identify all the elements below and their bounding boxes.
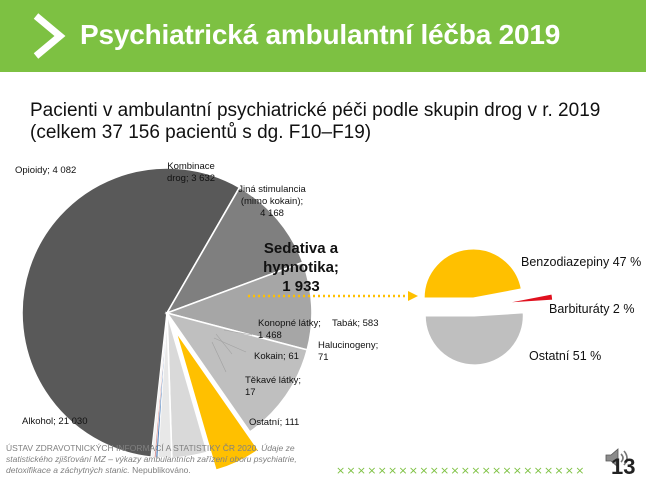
separator-mark: × — [346, 464, 355, 477]
label-halucinogeny: Halucinogeny; 71 — [318, 340, 378, 363]
chevron-right-icon — [33, 13, 66, 59]
separator-mark: × — [440, 464, 449, 477]
separator-mark: × — [554, 464, 563, 477]
label-ostatni: Ostatní; 111 — [249, 417, 299, 428]
breakdown-label-benzodiazepiny: Benzodiazepiny 47 % — [521, 255, 641, 269]
breakdown-slice-ostatni — [424, 312, 524, 366]
breakdown-label-barbituraty: Barbituráty 2 % — [549, 302, 634, 316]
slice-kombinace-drog — [164, 261, 313, 351]
label-tekave-latky: Těkavé látky; 17 — [245, 375, 301, 398]
separator-mark: × — [461, 464, 470, 477]
main-pie — [21, 167, 313, 472]
footnote-institution: ÚSTAV ZDRAVOTNICKÝCH INFORMACÍ A STATIST… — [6, 443, 259, 453]
separator-mark: × — [575, 464, 584, 477]
slice-sedativa-a-hypnotika — [174, 330, 260, 472]
leader-kokain — [213, 337, 247, 353]
cross-separator: × × × × × × × × × × × × × × × × × × × × × × × × — [336, 464, 584, 477]
label-sedativa-a-hypnotika: Sedativa a hypnotika; 1 933 — [263, 240, 339, 295]
footnote-unpublished: Nepublikováno. — [132, 465, 191, 475]
label-opioidy: Opioidy; 4 082 — [15, 165, 76, 176]
leader-halucinogeny — [215, 333, 233, 355]
sedatives-breakdown-pie — [423, 248, 554, 366]
separator-mark: × — [534, 464, 543, 477]
leader-lines — [211, 329, 253, 373]
connector-arrowhead — [408, 291, 418, 301]
slice-alkohol — [21, 167, 241, 459]
chart-subtitle: Pacienti v ambulantní psychiatrické péči… — [30, 100, 600, 144]
separator-mark: × — [388, 464, 397, 477]
breakdown-label-ostatni: Ostatní 51 % — [529, 349, 601, 363]
page-title: Psychiatrická ambulantní léčba 2019 — [80, 19, 561, 50]
subtitle-line-1: Pacienti v ambulantní psychiatrické péči… — [30, 100, 601, 121]
separator-mark: × — [367, 464, 376, 477]
separator-mark: × — [565, 464, 574, 477]
separator-mark: × — [450, 464, 459, 477]
separator-mark: × — [471, 464, 480, 477]
leader-ostatni — [223, 329, 253, 336]
separator-mark: × — [409, 464, 418, 477]
label-jina-stimulancia-mimo-kokain: Jiná stimulancia (mimo kokain); 4 168 — [238, 184, 306, 219]
separator-mark: × — [482, 464, 491, 477]
label-konopne-latky: Konopné látky; 1 468 — [258, 318, 321, 341]
separator-mark: × — [430, 464, 439, 477]
slice-opioidy — [165, 186, 304, 315]
label-tabak: Tabák; 583 — [332, 318, 378, 329]
slice-ostatni — [151, 312, 168, 458]
label-alkohol: Alkohol; 21 030 — [22, 416, 88, 427]
footnote-data-note: Údaje — [261, 443, 284, 453]
label-kombinace-drog: Kombinace drog; 3 632 — [167, 161, 215, 184]
subtitle-line-2: (celkem 37 156 pacientů s dg. F10–F19) — [30, 122, 372, 143]
leader-tekave-latky — [211, 341, 227, 373]
slice-jina-stimulancia-mimo-kokain — [165, 311, 309, 434]
separator-mark: × — [502, 464, 511, 477]
separator-mark: × — [336, 464, 345, 477]
separator-mark: × — [492, 464, 501, 477]
separator-mark: × — [523, 464, 532, 477]
header-banner: Psychiatrická ambulantní léčba 2019 — [0, 0, 646, 72]
speaker-icon[interactable] — [604, 446, 630, 470]
label-kokain: Kokain; 61 — [254, 351, 299, 362]
separator-mark: × — [419, 464, 428, 477]
page-number: 13 — [611, 454, 636, 479]
breakdown-slice-barbituraty — [503, 293, 554, 304]
main-pie-labels: Alkohol; 21 030 Opioidy; 4 082 Kombinace dr… — [15, 161, 378, 428]
separator-mark: × — [544, 464, 553, 477]
source-footnote: ÚSTAV ZDRAVOTNICKÝCH INFORMACÍ A STATIST… — [6, 443, 336, 476]
separator-mark: × — [398, 464, 407, 477]
separator-mark: × — [513, 464, 522, 477]
separator-mark: × — [378, 464, 387, 477]
sedatives-breakdown-labels: Benzodiazepiny 47 % Barbituráty 2 % Ostatn… — [521, 255, 641, 363]
footnote-data-source: ze statistického zjišťování MZ – výkazy … — [6, 443, 297, 475]
breakdown-slice-benzodiazepiny — [423, 248, 522, 299]
separator-mark: × — [357, 464, 366, 477]
sedatives-connector-arrow — [248, 291, 418, 301]
